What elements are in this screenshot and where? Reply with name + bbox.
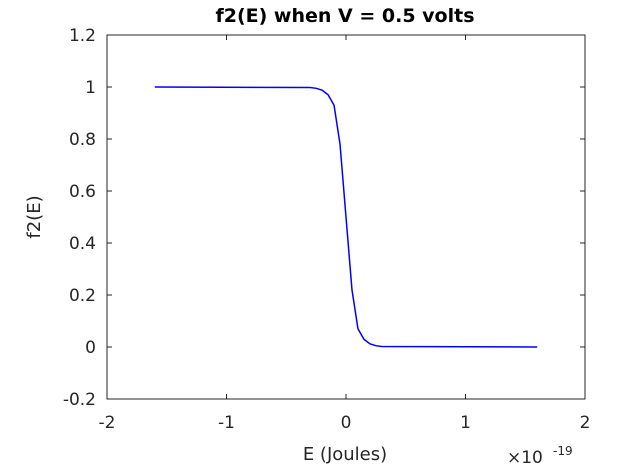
y-tick-label: 1 (85, 78, 96, 98)
y-tick-label: 1.2 (69, 26, 96, 46)
x-tick-label: 1 (460, 413, 471, 433)
x-tick-label: -1 (218, 413, 235, 433)
series-line (154, 86, 538, 348)
x-tick-label: 2 (580, 413, 591, 433)
y-tick-label: 0.6 (69, 182, 96, 202)
y-axis: -0.2 0 0.2 0.4 0.6 0.8 1 1.2 (63, 26, 585, 410)
x-axis: -2 -1 0 1 2 (99, 35, 591, 433)
y-axis-label: f2(E) (24, 195, 45, 238)
y-tick-label: 0.2 (69, 286, 96, 306)
y-tick-label: 0.4 (69, 234, 96, 254)
y-tick-label: 0.8 (69, 130, 96, 150)
y-tick-label: -0.2 (63, 390, 96, 410)
chart-title: f2(E) when V = 0.5 volts (215, 5, 474, 27)
y-tick-label: 0 (85, 338, 96, 358)
x-axis-label: E (Joules) (303, 444, 387, 465)
x-tick-label: -2 (99, 413, 116, 433)
x-exponent: ×10 -19 (507, 444, 573, 468)
x-exponent-base: ×10 (507, 448, 543, 468)
x-exponent-power: -19 (553, 444, 573, 458)
x-tick-label: 0 (341, 413, 352, 433)
